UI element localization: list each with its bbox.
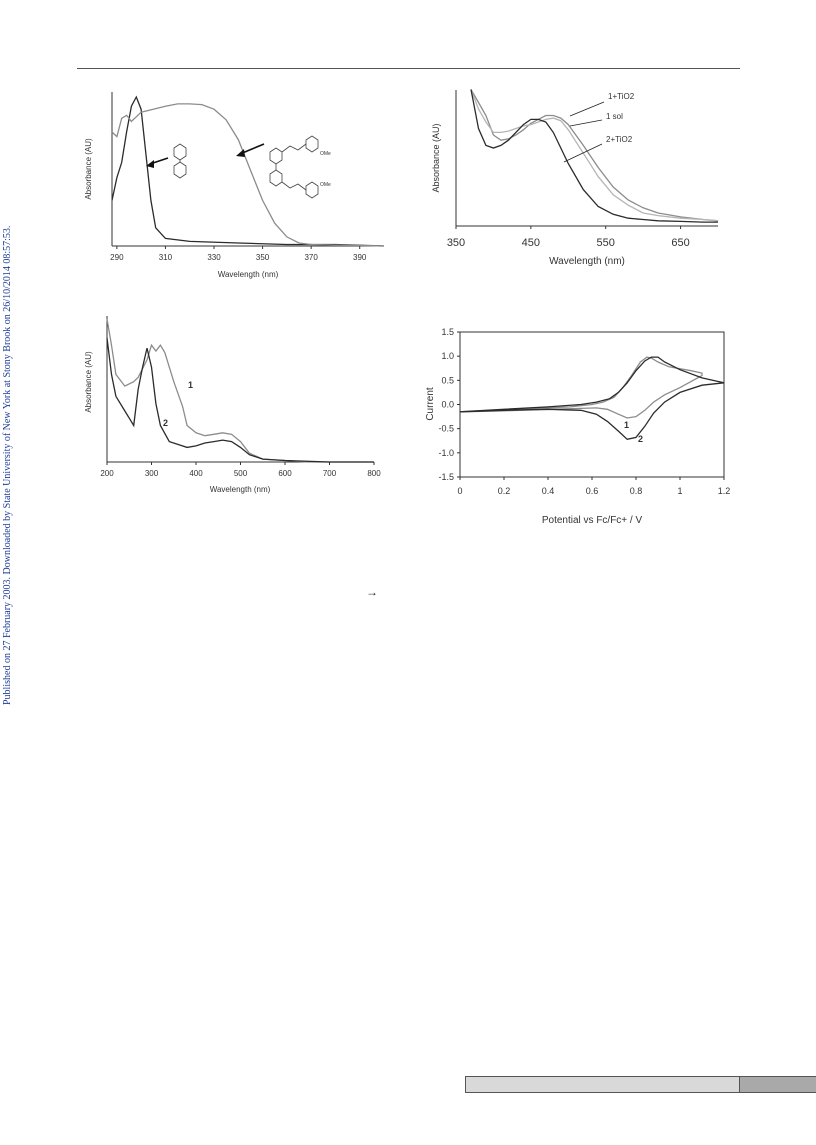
legend-arrow-2 — [569, 119, 603, 127]
series-line-2 — [470, 89, 719, 222]
panel-a: 290 310 330 350 370 390 Absorbance (AU) Wavel… — [78, 86, 398, 286]
series-line-2 — [106, 337, 374, 463]
y-tick-label: -0.5 — [438, 424, 454, 434]
substituted-bpy-arrow — [236, 143, 265, 157]
substituted-bpy-structure — [269, 135, 319, 199]
y-tick-label: 0.5 — [441, 375, 454, 385]
axes-c — [106, 316, 374, 463]
legend-b: 1+TiO2 1 sol 2+TiO2 — [563, 92, 635, 163]
x-tick-label: 500 — [234, 469, 248, 478]
legend-arrow-3 — [563, 143, 603, 163]
x-tick-label: 400 — [189, 469, 203, 478]
y-tick-label: 1.0 — [441, 351, 454, 361]
structure-label-ome-1: OMe — [320, 151, 331, 157]
series-line-2 — [111, 103, 385, 247]
series-line-1 — [459, 356, 703, 419]
y-tick-label: -1.0 — [438, 448, 454, 458]
x-tick-label: 700 — [323, 469, 337, 478]
x-tick-label: 370 — [304, 253, 318, 262]
chart-d-label-2: 2 — [638, 434, 643, 444]
series-line-3 — [470, 89, 718, 223]
x-tick-label: 350 — [447, 237, 465, 249]
x-tick-label: 1 — [677, 486, 682, 496]
series-line-1 — [111, 95, 385, 247]
series-line-1 — [106, 318, 374, 463]
x-tick-label: 310 — [159, 253, 173, 262]
x-tick-label: 0.8 — [630, 486, 643, 496]
panel-b: 350 450 550 650 Absorbance (AU) Wavelength … — [430, 86, 730, 281]
panel-d: 0 0.2 0.4 0.6 0.8 1 1.2 -1.5 -1.0 -0.5 0.0 0.5 1.0 1.… — [420, 322, 740, 537]
x-tick-label: 0.6 — [586, 486, 599, 496]
side-note-text: Published on 27 February 2003. Downloade… — [2, 225, 13, 705]
x-tick-label: 290 — [110, 253, 124, 262]
x-tick-label: 390 — [353, 253, 367, 262]
footer-bar-end — [740, 1076, 816, 1093]
chart-a-xlabel: Wavelength (nm) — [218, 270, 279, 279]
legend-label-2: 1 sol — [606, 112, 623, 121]
chart-c: 200 300 400 500 600 700 800 Absorbance (AU) Wa… — [84, 316, 381, 494]
bpy-structure — [173, 143, 187, 179]
chart-c-label-1: 1 — [188, 380, 193, 390]
chart-c-label-2: 2 — [163, 418, 168, 428]
legend-label-1: 1+TiO2 — [608, 92, 635, 101]
legend-arrow-1 — [569, 101, 605, 117]
x-tick-label: 300 — [145, 469, 159, 478]
x-tick-label: 1.2 — [718, 486, 731, 496]
chart-b: 350 450 550 650 Absorbance (AU) Wavelength … — [431, 89, 719, 267]
x-tick-label: 350 — [256, 253, 270, 262]
axes-b — [455, 90, 718, 227]
x-tick-label: 650 — [671, 237, 689, 249]
chart-d-xlabel: Potential vs Fc/Fc+ / V — [542, 515, 643, 526]
reaction-arrow-glyph: → — [366, 585, 378, 599]
chart-d: 0 0.2 0.4 0.6 0.8 1 1.2 -1.5 -1.0 -0.5 0.0 0.5 1.0 1.… — [425, 327, 731, 526]
y-tick-label: 1.5 — [441, 327, 454, 337]
x-tick-label: 550 — [597, 237, 615, 249]
x-tick-label: 800 — [367, 469, 381, 478]
chart-b-ylabel: Absorbance (AU) — [431, 123, 441, 192]
legend-label-3: 2+TiO2 — [606, 135, 633, 144]
x-tick-label: 450 — [522, 237, 540, 249]
chart-a-ylabel: Absorbance (AU) — [84, 138, 93, 200]
series-line-2 — [459, 356, 725, 441]
chart-d-ylabel: Current — [425, 387, 436, 421]
x-tick-label: 200 — [100, 469, 114, 478]
panel-c: 200 300 400 500 600 700 800 Absorbance (AU) Wa… — [78, 312, 388, 502]
series-line-1 — [470, 89, 719, 222]
chart-a: 290 310 330 350 370 390 Absorbance (AU) Wavel… — [84, 92, 385, 279]
chart-c-ylabel: Absorbance (AU) — [84, 351, 93, 413]
x-tick-label: 330 — [207, 253, 221, 262]
footer-bar — [465, 1076, 740, 1093]
axes-a — [111, 92, 384, 247]
chart-c-xlabel: Wavelength (nm) — [210, 485, 271, 494]
x-tick-label: 0 — [457, 486, 462, 496]
structure-label-ome-2: OMe — [320, 182, 331, 188]
y-tick-label: -1.5 — [438, 472, 454, 482]
chart-d-label-1: 1 — [624, 420, 629, 430]
top-rule — [77, 68, 740, 69]
x-tick-label: 0.4 — [542, 486, 555, 496]
bpy-arrow — [146, 157, 169, 168]
x-tick-label: 600 — [278, 469, 292, 478]
chart-b-xlabel: Wavelength (nm) — [549, 256, 625, 267]
y-tick-label: 0.0 — [441, 400, 454, 410]
side-note: Published on 27 February 2003. Downloade… — [0, 0, 20, 1145]
x-tick-label: 0.2 — [498, 486, 511, 496]
